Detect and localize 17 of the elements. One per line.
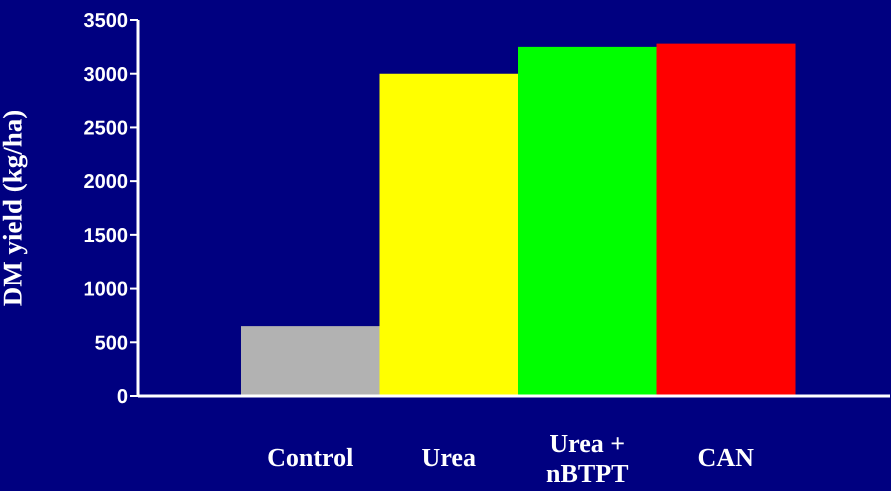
y-tick-label: 1000	[84, 278, 128, 301]
y-tick-label: 3500	[84, 10, 128, 32]
y-tick-label: 0	[116, 386, 128, 408]
bar	[380, 74, 518, 396]
x-tick-label: Urea	[422, 443, 476, 472]
x-tick-label: CAN	[698, 443, 754, 472]
bar	[518, 46, 657, 396]
y-tick-label: 1500	[84, 224, 128, 247]
bar	[241, 326, 380, 396]
y-tick-label: 3000	[84, 64, 128, 86]
y-tick-label: 2000	[84, 171, 128, 194]
x-tick-label: Urea + nBTPT	[546, 429, 628, 488]
y-tick-label: 500	[94, 332, 128, 354]
bar	[656, 44, 796, 396]
y-tick-label: 2500	[84, 118, 128, 140]
x-tick-label: Control	[267, 443, 354, 472]
y-axis-title: DM yield (kg/ha)	[0, 110, 28, 306]
